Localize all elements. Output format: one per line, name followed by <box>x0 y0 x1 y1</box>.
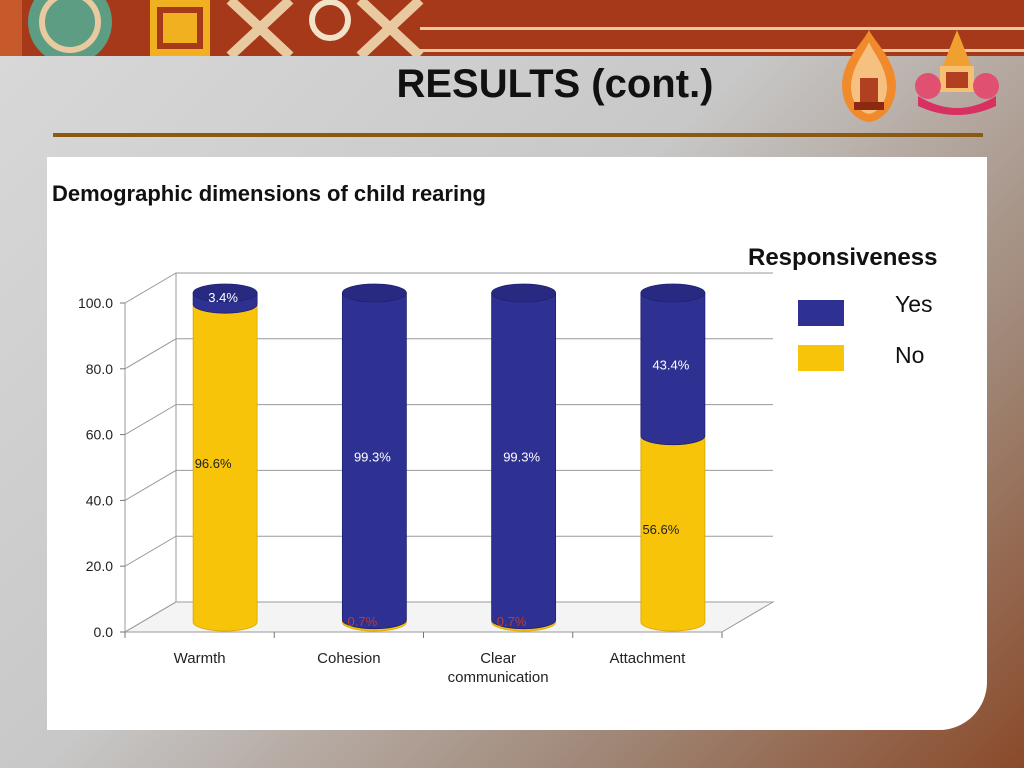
bar-top-2 <box>341 283 407 303</box>
university-emblem-icon <box>842 30 896 122</box>
y-tick-label: 60.0 <box>86 427 113 443</box>
data-label-no-1: 96.6% <box>195 456 232 471</box>
y-tick-label: 0.0 <box>94 624 114 640</box>
legend-swatch-no <box>798 345 844 371</box>
slide-title: RESULTS (cont.) <box>396 62 714 106</box>
legend-label-no: No <box>895 342 925 368</box>
legend-swatch-yes <box>798 300 844 326</box>
bar-top-3 <box>491 283 557 303</box>
data-label-yes-2: 99.3% <box>354 449 391 464</box>
faculty-emblem-icon <box>915 30 999 115</box>
category-label-3: Clear communication <box>448 650 549 686</box>
bar-yes-3 <box>491 292 557 630</box>
data-label-no-3: 0.7% <box>497 614 527 629</box>
category-label-1: Warmth <box>174 650 226 667</box>
gridline <box>124 469 773 501</box>
data-label-no-2: 0.7% <box>348 614 378 629</box>
gridline <box>124 338 773 370</box>
data-label-no-4: 56.6% <box>642 522 679 537</box>
gridline <box>124 601 773 633</box>
legend-label-yes: Yes <box>895 291 933 317</box>
category-label-4: Attachment <box>609 650 686 667</box>
category-label-2: Cohesion <box>317 650 380 667</box>
chart-subtitle: Demographic dimensions of child rearing <box>52 181 486 206</box>
data-label-yes-1: 3.4% <box>208 290 238 305</box>
data-label-yes-3: 99.3% <box>503 449 540 464</box>
decorative-pattern <box>0 0 430 56</box>
gridline <box>124 535 773 567</box>
y-tick-label: 80.0 <box>86 361 113 377</box>
y-tick-label: 100.0 <box>78 295 113 311</box>
y-tick-label: 20.0 <box>86 558 113 574</box>
y-tick-label: 40.0 <box>86 492 113 508</box>
bar-top-1 <box>192 283 258 303</box>
title-divider <box>53 133 983 137</box>
gridline <box>124 404 773 436</box>
bar-top-4 <box>640 283 706 303</box>
legend-title: Responsiveness <box>748 244 938 271</box>
data-label-yes-4: 43.4% <box>652 357 689 372</box>
header-band <box>0 0 1024 56</box>
gridline <box>124 272 773 304</box>
bar-yes-4 <box>640 292 706 446</box>
bar-yes-2 <box>341 292 407 630</box>
